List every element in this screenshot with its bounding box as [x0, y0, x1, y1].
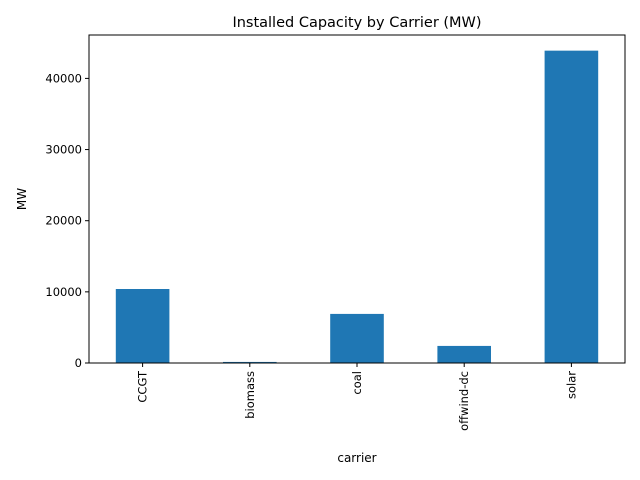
y-tick-label: 30000: [45, 143, 82, 157]
x-tick-label: CCGT: [136, 370, 150, 403]
bar-solar: [544, 50, 599, 364]
y-tick-label: 0: [75, 356, 82, 370]
y-axis: 0 10000 20000 30000 40000: [45, 71, 89, 370]
x-tick-label: biomass: [243, 371, 257, 419]
y-tick-label: 40000: [45, 71, 82, 85]
x-axis-label: carrier: [337, 451, 376, 465]
x-tick-label: coal: [350, 371, 364, 395]
x-axis: CCGT biomass coal offwind-dc solar: [136, 363, 578, 431]
bar-biomass: [223, 361, 277, 363]
chart-title: Installed Capacity by Carrier (MW): [232, 15, 481, 31]
bars: [115, 50, 599, 364]
plot-frame: [88, 34, 626, 364]
y-tick-label: 20000: [45, 214, 82, 228]
y-tick-label: 10000: [45, 285, 82, 299]
bar-CCGT: [115, 289, 170, 363]
bar-coal: [330, 313, 384, 363]
y-axis-label: MW: [15, 188, 29, 210]
x-tick-label: solar: [564, 371, 578, 399]
bar-offwind-dc: [437, 345, 491, 363]
x-tick-label: offwind-dc: [457, 371, 471, 431]
